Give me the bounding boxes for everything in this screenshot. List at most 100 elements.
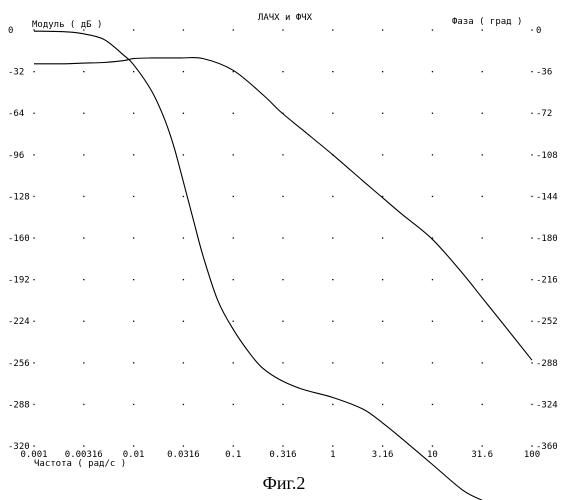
y-right-tick-label: -108 [536, 151, 558, 161]
grid-dot [183, 321, 184, 322]
grid-dot [183, 237, 184, 238]
grid-dot [83, 113, 84, 114]
grid-dot [33, 362, 34, 363]
grid-dot [332, 196, 333, 197]
grid-dot [332, 404, 333, 405]
grid-dot [83, 404, 84, 405]
grid-dot [133, 279, 134, 280]
y-right-axis-label: Фаза ( град ) [452, 17, 522, 27]
x-tick-label: 31.6 [471, 450, 493, 460]
grid-dot [282, 279, 283, 280]
grid-dot [332, 71, 333, 72]
figure-caption: Фиг.2 [263, 473, 306, 493]
y-left-tick-label: -192 [8, 276, 30, 286]
grid-dot [233, 154, 234, 155]
grid-dot [332, 113, 333, 114]
y-left-tick-label: -224 [8, 317, 30, 327]
grid-dot [482, 279, 483, 280]
grid-dot [382, 445, 383, 446]
grid-dot [83, 237, 84, 238]
grid-dot [332, 237, 333, 238]
grid-dot [382, 321, 383, 322]
grid-dot [482, 71, 483, 72]
grid-dot [33, 445, 34, 446]
grid-dot [282, 71, 283, 72]
grid-dot [432, 445, 433, 446]
grid-dot [282, 154, 283, 155]
y-left-tick-label: -32 [8, 68, 24, 78]
grid-dot [531, 279, 532, 280]
y-left-tick-label: -288 [8, 400, 30, 410]
grid-dot [432, 279, 433, 280]
grid-dot [233, 237, 234, 238]
grid-dot [233, 404, 234, 405]
grid-dot [33, 154, 34, 155]
grid-dot [432, 321, 433, 322]
grid-dot [33, 71, 34, 72]
grid-dot [83, 445, 84, 446]
grid-dot [531, 71, 532, 72]
grid-dot [133, 362, 134, 363]
grid-dot [33, 237, 34, 238]
grid-dot [282, 404, 283, 405]
grid-dot [233, 29, 234, 30]
grid-dot [133, 196, 134, 197]
grid-dot [382, 71, 383, 72]
y-left-tick-labels: 0-32-64-96-128-160-192-224-256-288-320 [8, 26, 30, 452]
grid-dot [382, 29, 383, 30]
grid-dot [332, 279, 333, 280]
series [34, 31, 532, 500]
grid-dot [183, 113, 184, 114]
y-left-tick-label: -160 [8, 234, 30, 244]
grid-dot [482, 404, 483, 405]
y-left-tick-label: -96 [8, 151, 24, 161]
grid-dot [482, 154, 483, 155]
grid-dot [531, 196, 532, 197]
x-tick-label: 10 [427, 450, 438, 460]
y-right-tick-labels: 0-36-72-108-144-180-216-252-288-324-360 [536, 26, 558, 452]
grid-dot [133, 237, 134, 238]
grid-dot [133, 321, 134, 322]
grid-dot [33, 279, 34, 280]
x-tick-label: 0.001 [20, 450, 47, 460]
grid-dot [382, 279, 383, 280]
grid-dot [531, 404, 532, 405]
y-right-tick-label: -180 [536, 234, 558, 244]
grid-dot [83, 196, 84, 197]
y-left-tick-label: 0 [8, 26, 13, 36]
grid-dot [83, 279, 84, 280]
x-tick-label: 0.0316 [167, 450, 200, 460]
grid-dot [432, 113, 433, 114]
grid-dot [33, 404, 34, 405]
y-right-tick-label: -72 [536, 109, 552, 119]
grid-dot [432, 404, 433, 405]
x-tick-label: 0.316 [269, 450, 296, 460]
grid-dot [482, 362, 483, 363]
grid-dot [332, 362, 333, 363]
y-left-axis-label: Модуль ( дБ ) [32, 20, 102, 30]
y-left-tick-label: -64 [8, 109, 24, 119]
grid-dot [382, 237, 383, 238]
grid-dot [332, 445, 333, 446]
grid [33, 29, 532, 446]
y-right-tick-label: -252 [536, 317, 558, 327]
grid-dot [482, 445, 483, 446]
grid-dot [233, 196, 234, 197]
grid-dot [531, 362, 532, 363]
magnitude-curve [34, 58, 532, 361]
grid-dot [133, 445, 134, 446]
x-tick-label: 1 [330, 450, 335, 460]
grid-dot [432, 29, 433, 30]
grid-dot [482, 321, 483, 322]
grid-dot [33, 196, 34, 197]
grid-dot [282, 237, 283, 238]
x-tick-label: 3.16 [372, 450, 394, 460]
grid-dot [382, 113, 383, 114]
x-tick-label: 0.1 [225, 450, 241, 460]
grid-dot [83, 321, 84, 322]
grid-dot [183, 445, 184, 446]
grid-dot [382, 362, 383, 363]
grid-dot [183, 154, 184, 155]
grid-dot [233, 113, 234, 114]
grid-dot [33, 29, 34, 30]
